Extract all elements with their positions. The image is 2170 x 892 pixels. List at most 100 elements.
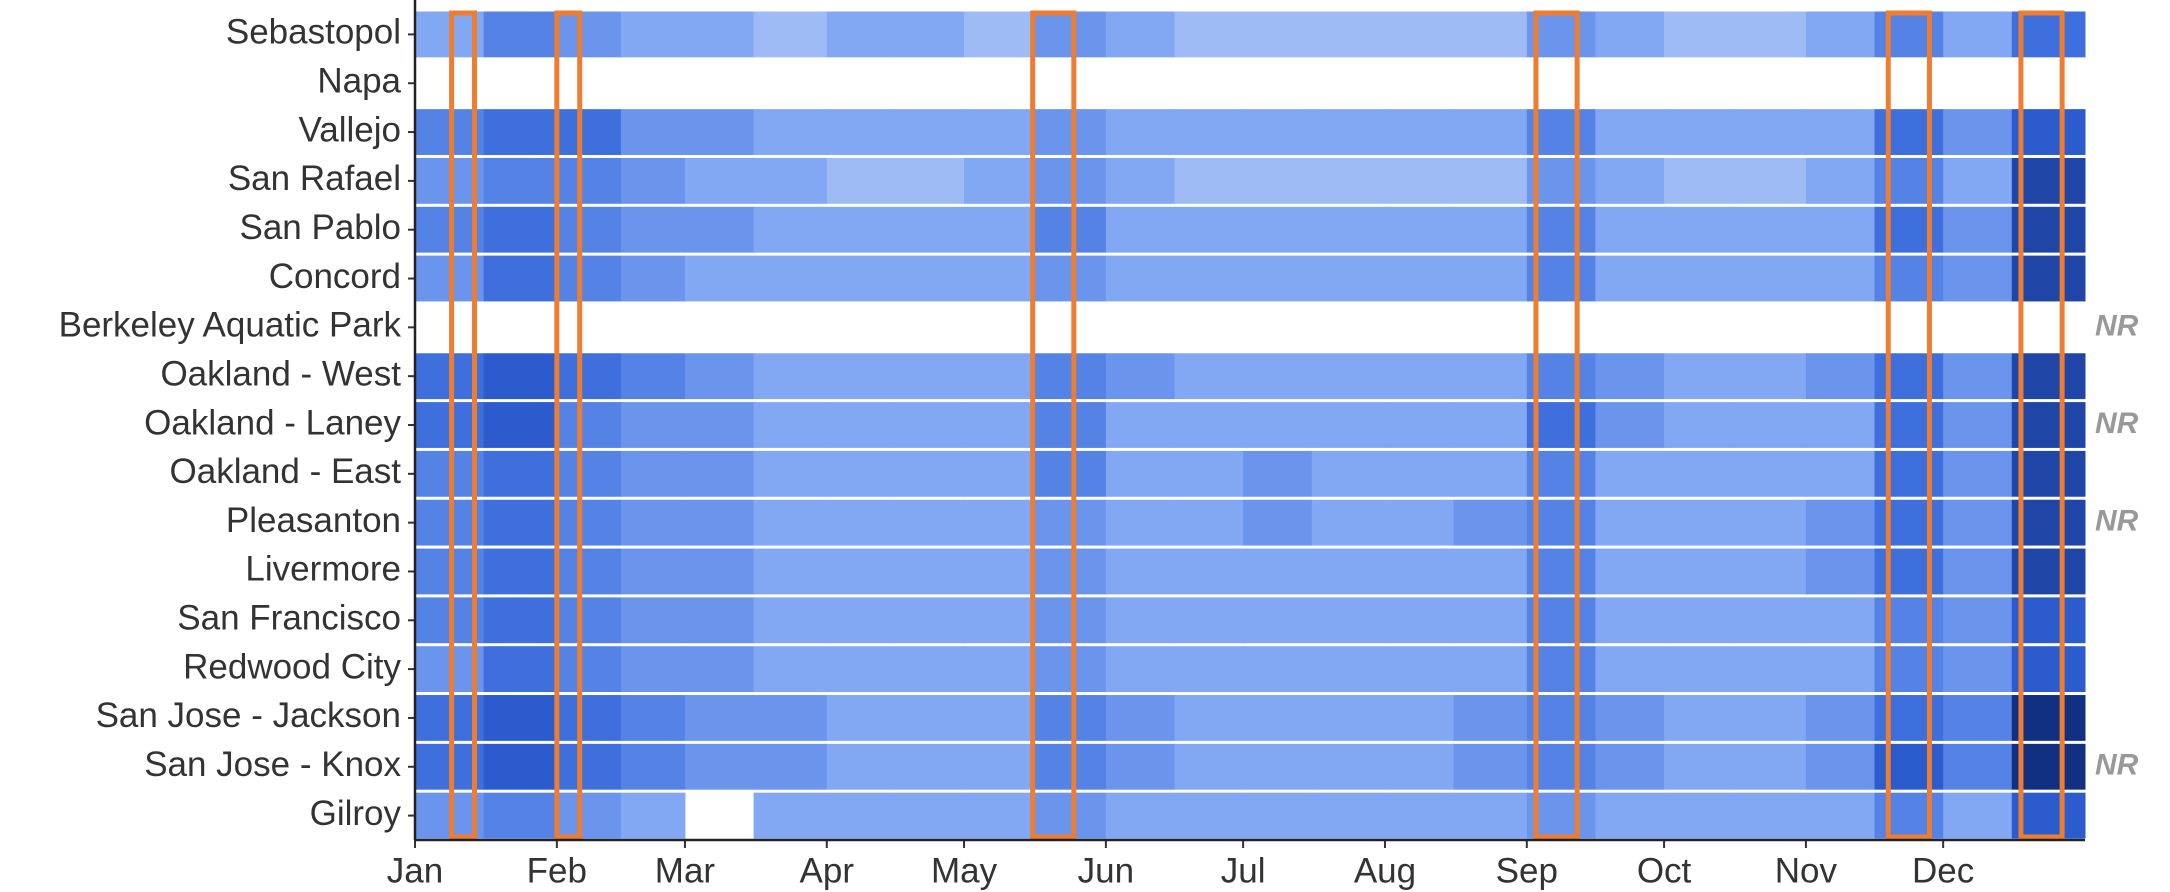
heat-cell bbox=[1943, 353, 2013, 400]
heat-cell bbox=[684, 157, 755, 204]
heat-cell bbox=[1453, 402, 1528, 448]
heat-cell bbox=[620, 695, 686, 741]
heat-cell bbox=[1664, 695, 1734, 741]
heat-cell bbox=[1595, 353, 1665, 400]
heat-cell bbox=[1243, 206, 1313, 253]
heat-cell bbox=[620, 157, 686, 204]
heat-cell bbox=[1805, 11, 1876, 58]
heat-cell bbox=[684, 499, 755, 546]
heat-cell bbox=[556, 548, 622, 595]
heat-cell bbox=[826, 646, 896, 693]
heat-cell bbox=[2011, 450, 2086, 497]
heat-cell bbox=[1311, 597, 1386, 644]
heat-cell bbox=[895, 109, 965, 155]
heat-cell bbox=[1874, 646, 1944, 693]
heat-cell bbox=[2011, 548, 2086, 595]
heat-cell bbox=[826, 11, 896, 58]
heat-cell bbox=[1032, 695, 1107, 741]
heat-cell bbox=[1174, 11, 1244, 58]
heat-cell bbox=[1453, 792, 1528, 839]
heat-cell bbox=[753, 450, 828, 497]
heat-cell bbox=[895, 548, 965, 595]
heat-cell bbox=[483, 548, 558, 595]
heat-cell bbox=[964, 450, 1034, 497]
heat-cell bbox=[1664, 646, 1734, 693]
heat-cell bbox=[620, 743, 686, 790]
row-note: NR bbox=[2095, 749, 2139, 782]
heat-cell bbox=[483, 402, 558, 448]
heat-cell bbox=[964, 206, 1034, 253]
heat-cell bbox=[2011, 792, 2086, 839]
heat-cell bbox=[556, 450, 622, 497]
heat-cell bbox=[1105, 402, 1176, 448]
x-tick-label: Apr bbox=[800, 851, 855, 890]
heat-cell bbox=[1105, 157, 1176, 204]
heat-cell bbox=[826, 206, 896, 253]
heat-cell bbox=[1105, 695, 1176, 741]
heat-cell bbox=[1243, 255, 1313, 302]
heat-cell bbox=[620, 109, 686, 155]
heat-cell bbox=[1595, 157, 1665, 204]
heat-cell bbox=[1174, 402, 1244, 448]
heat-cell bbox=[826, 157, 896, 204]
heat-cell bbox=[1595, 743, 1665, 790]
heat-cell bbox=[964, 695, 1034, 741]
heat-cell bbox=[483, 255, 558, 302]
heat-cell bbox=[1595, 11, 1665, 58]
heat-cell bbox=[1174, 792, 1244, 839]
heat-cell bbox=[895, 206, 965, 253]
heat-cell bbox=[2011, 695, 2086, 741]
heat-cell bbox=[964, 548, 1034, 595]
heat-cell bbox=[483, 743, 558, 790]
heat-cell bbox=[1874, 353, 1944, 400]
heat-cell bbox=[1664, 792, 1734, 839]
heat-cell bbox=[753, 695, 828, 741]
heat-cell bbox=[684, 206, 755, 253]
heat-cell bbox=[964, 792, 1034, 839]
heat-cell bbox=[483, 450, 558, 497]
heat-cell bbox=[1805, 695, 1876, 741]
heat-cell bbox=[1453, 157, 1528, 204]
heat-cell bbox=[1384, 646, 1455, 693]
heat-cell bbox=[1384, 206, 1455, 253]
x-tick-label: Sep bbox=[1496, 851, 1558, 890]
heat-cell bbox=[1664, 499, 1734, 546]
heat-cell bbox=[895, 646, 965, 693]
heat-cell bbox=[556, 695, 622, 741]
heat-cell bbox=[1105, 499, 1176, 546]
heat-cell bbox=[1732, 206, 1807, 253]
heat-cell bbox=[1874, 499, 1944, 546]
x-tick-label: May bbox=[931, 851, 998, 890]
heat-cell bbox=[483, 11, 558, 58]
heat-cell bbox=[1943, 157, 2013, 204]
heat-cell bbox=[1032, 792, 1107, 839]
heat-cell bbox=[1595, 695, 1665, 741]
heat-cell bbox=[1595, 450, 1665, 497]
heat-cell bbox=[1805, 646, 1876, 693]
heat-cell bbox=[1943, 11, 2013, 58]
x-tick-label: Dec bbox=[1912, 851, 1974, 890]
y-tick-label: San Rafael bbox=[228, 159, 401, 198]
heat-cell bbox=[1453, 743, 1528, 790]
heat-cell bbox=[1453, 695, 1528, 741]
heat-cell bbox=[1105, 353, 1176, 400]
heat-cell bbox=[1874, 206, 1944, 253]
heat-cell bbox=[964, 255, 1034, 302]
heat-cell bbox=[1805, 255, 1876, 302]
heat-cell bbox=[1595, 646, 1665, 693]
heat-cell bbox=[964, 353, 1034, 400]
y-tick-label: Oakland - West bbox=[160, 354, 401, 393]
y-tick-label: Pleasanton bbox=[226, 501, 401, 540]
heat-cell bbox=[483, 499, 558, 546]
heat-cell bbox=[620, 597, 686, 644]
heat-cell bbox=[1105, 206, 1176, 253]
heat-cell bbox=[1174, 743, 1244, 790]
heat-cell bbox=[1174, 499, 1244, 546]
heat-cell bbox=[826, 743, 896, 790]
heat-cell bbox=[684, 646, 755, 693]
heat-cell bbox=[1174, 597, 1244, 644]
heat-cell bbox=[753, 548, 828, 595]
heat-cell bbox=[1595, 255, 1665, 302]
heat-cell bbox=[1664, 353, 1734, 400]
heat-cell bbox=[1032, 450, 1107, 497]
